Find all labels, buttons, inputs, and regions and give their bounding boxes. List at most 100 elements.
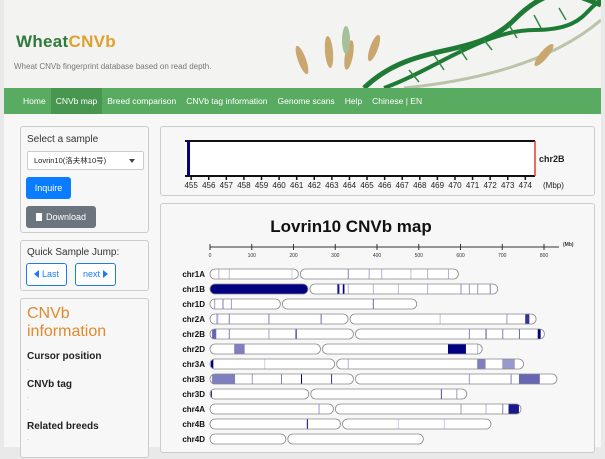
long-arm-outline	[287, 433, 424, 445]
cnv-band	[347, 359, 349, 369]
short-arm-outline	[209, 343, 321, 355]
long-arm-outline	[355, 373, 558, 385]
dna-wheat-banner-image	[295, 0, 601, 88]
chromosome-chr4A[interactable]: chr4A	[182, 403, 522, 415]
cnv-band	[485, 404, 487, 414]
band-group	[218, 269, 449, 279]
axis-tick-label: 100	[248, 253, 257, 259]
chromosome-chr2D[interactable]: chr2D	[182, 343, 483, 355]
chromosome-label: chr4B	[182, 420, 205, 429]
cnv-band	[301, 374, 303, 384]
cnv-band	[210, 284, 309, 294]
axis-tick-label: 468	[413, 181, 427, 190]
cursor-position-value: .	[27, 365, 29, 372]
next-sample-button[interactable]: next	[75, 263, 116, 286]
band-group	[210, 389, 458, 399]
chromosome-chr1B[interactable]: chr1B	[182, 283, 499, 295]
chromosome-chr3A[interactable]: chr3A	[182, 358, 524, 370]
logo-text-cnvb: CNVb	[68, 32, 116, 51]
cnvb-map-svg[interactable]: Lovrin10 CNVb map (Mb) 0 100 200 300 400 500 600…	[161, 204, 596, 454]
chromosome-chr4B[interactable]: chr4B	[182, 418, 492, 430]
track-background	[185, 141, 535, 176]
cnv-band	[320, 314, 322, 324]
band-group	[210, 284, 491, 294]
cnv-band	[212, 329, 217, 339]
axis-tick-label: 474	[519, 181, 533, 190]
nav-cnvb-map[interactable]: CNVb map	[50, 88, 103, 114]
short-arm	[210, 389, 309, 399]
chromosome-chr2A[interactable]: chr2A	[182, 313, 537, 325]
chromosome-chr3D[interactable]: chr3D	[182, 388, 468, 400]
axis-tick-label: 463	[325, 181, 339, 190]
cnv-band	[372, 299, 374, 309]
cnv-band	[477, 344, 479, 354]
chromosome-chr1A[interactable]: chr1A	[182, 268, 459, 280]
nav-genome-scans[interactable]: Genome scans	[277, 96, 335, 106]
sample-select-panel: Select a sample Lovrin10(洛夫林10号) Inquire…	[20, 126, 149, 233]
inquire-button[interactable]: Inquire	[26, 177, 71, 199]
cnv-band	[342, 284, 345, 294]
short-arm-outline	[209, 358, 336, 370]
axis-tick-label: 467	[396, 181, 410, 190]
quick-jump-panel: Quick Sample Jump: Last next	[20, 240, 149, 291]
last-label: Last	[41, 269, 59, 279]
cnv-band	[251, 374, 253, 384]
cnv-band	[443, 419, 445, 429]
sample-select[interactable]: Lovrin10(洛夫林10号)	[27, 151, 144, 170]
cnv-band	[291, 269, 293, 279]
logo-text-wheat: Wheat	[16, 32, 69, 51]
long-arm	[310, 389, 467, 399]
zoom-track-svg[interactable]: 455 456 457 458 459 460 461 462 463 464 465 466 467 4…	[161, 127, 596, 197]
nav-breed-comparison[interactable]: Breed comparison	[107, 96, 177, 106]
chromosome-chr2B[interactable]: chr2B	[182, 328, 545, 340]
chromosome-chr4D[interactable]: chr4D	[182, 433, 424, 445]
axis-tick-label: 462	[308, 181, 322, 190]
cnv-band	[280, 374, 282, 384]
axis-tick-label: 473	[501, 181, 515, 190]
axis-tick-label: 400	[373, 253, 382, 259]
short-arm-outline	[209, 373, 354, 385]
main-content: Select a sample Lovrin10(洛夫林10号) Inquire…	[4, 114, 601, 458]
axis-tick-label: 200	[289, 253, 298, 259]
short-arm	[210, 269, 299, 279]
long-arm	[322, 344, 483, 354]
cnv-band	[410, 269, 412, 279]
cnv-band	[216, 314, 219, 324]
long-arm-outline	[310, 388, 468, 400]
chart-title: Lovrin10 CNVb map	[270, 217, 432, 236]
axis-tick-label: 472	[483, 181, 497, 190]
axis-tick-label: 300	[331, 253, 340, 259]
short-arm	[210, 404, 334, 414]
last-sample-button[interactable]: Last	[26, 263, 67, 286]
long-arm-outline	[281, 298, 418, 310]
short-arm-outline	[209, 268, 299, 280]
cnvb-tag-label: CNVb tag	[27, 379, 72, 390]
axis-tick-label: 465	[360, 181, 374, 190]
nav-cnvb-tag-information[interactable]: CNVb tag information	[186, 96, 268, 106]
band-group	[318, 404, 519, 414]
related-breeds-label: Related breeds	[27, 421, 99, 432]
nav-language[interactable]: Chinese | EN	[372, 96, 423, 106]
nav-home[interactable]: Home	[23, 96, 46, 106]
chromosome-label: chr4A	[182, 405, 205, 414]
cnv-band	[397, 419, 399, 429]
cnv-band	[502, 329, 504, 339]
cnv-band	[264, 359, 266, 369]
caret-left-icon	[33, 270, 39, 278]
cnv-band	[508, 404, 519, 414]
chromosome-chr1D[interactable]: chr1D	[182, 298, 418, 310]
cnv-band	[210, 359, 214, 369]
axis-unit-label: (Mb)	[563, 242, 574, 248]
long-arm	[342, 419, 491, 429]
short-arm-outline	[209, 403, 334, 415]
chromosome-label: chr1A	[182, 270, 205, 279]
cnv-band	[510, 374, 512, 384]
chromosome-chr3B[interactable]: chr3B	[182, 373, 558, 385]
site-logo[interactable]: WheatCNVb	[16, 32, 116, 52]
cnv-band	[456, 389, 458, 399]
download-button[interactable]: Download	[26, 206, 96, 228]
axis-unit-label: (Mbp)	[543, 181, 564, 190]
chromosome-label: chr3A	[182, 360, 205, 369]
nav-help[interactable]: Help	[344, 96, 363, 106]
cnv-band	[228, 269, 230, 279]
